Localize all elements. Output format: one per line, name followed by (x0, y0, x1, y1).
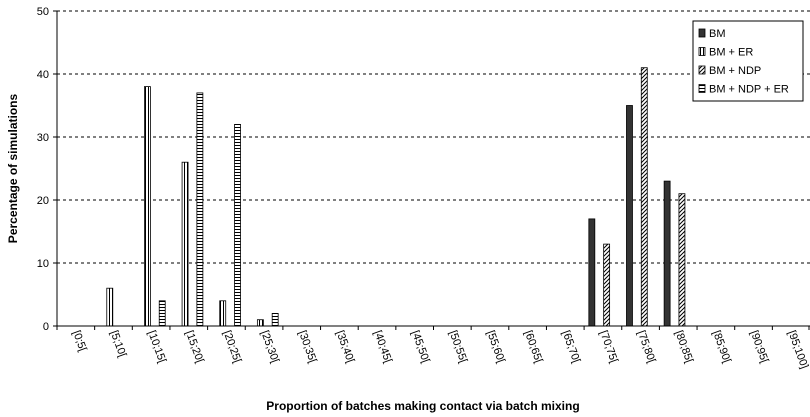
bar-bm-16 (626, 105, 633, 327)
bar-bm-er-5 (219, 300, 227, 327)
gridlines (53, 10, 810, 327)
x-tick-label: [40;45[ (371, 329, 394, 365)
x-tick-label: [35;40[ (334, 329, 357, 365)
bar-bm-ndp-15 (603, 243, 611, 327)
legend-swatch-bm-er (698, 47, 706, 56)
x-tick-label: [0;5[ (70, 329, 89, 353)
x-tick-label: [50;55[ (447, 329, 470, 365)
x-tick-label: [85;90[ (710, 329, 733, 365)
bar-bm-15 (588, 218, 596, 327)
bar-bm-ndp-17 (678, 193, 686, 327)
legend-swatch-bm (698, 28, 706, 38)
x-tick-label: [20;25[ (221, 329, 244, 365)
y-tick-label: 50 (37, 6, 49, 18)
bars (106, 67, 686, 327)
legend-swatch-bm-ndp-er (698, 84, 706, 93)
legend-label-bm-ndp-er: BM + NDP + ER (709, 84, 789, 96)
x-tick-label: [90;95[ (748, 329, 771, 365)
bar-bm-17 (663, 180, 671, 327)
x-tick-label: [80;85[ (672, 329, 695, 365)
bar-bm-er-2 (106, 287, 114, 327)
bar-bm-ndp-er-5 (234, 124, 241, 327)
y-tick-label: 10 (37, 258, 49, 270)
y-tick-labels: 0 10 20 30 40 50 (37, 6, 49, 333)
bar-bm-er-3 (144, 86, 151, 327)
y-tick-label: 20 (37, 195, 49, 207)
x-tick-label: [45;50[ (409, 329, 432, 365)
x-tick-label: [70;75[ (597, 329, 620, 365)
x-tick-label: [65;70[ (559, 329, 582, 365)
y-tick-label: 40 (37, 69, 49, 81)
x-tick-label: [30;35[ (296, 329, 319, 365)
x-tick-label: [55;60[ (484, 329, 507, 365)
legend-swatch-bm-ndp (698, 65, 706, 75)
y-tick-label: 30 (37, 132, 49, 144)
bar-bm-er-6 (256, 319, 264, 327)
x-tick-label: [95;100] (785, 329, 810, 370)
legend-box (692, 20, 804, 102)
x-tick-label: [60;65[ (522, 329, 545, 365)
bar-bm-ndp-16 (640, 67, 648, 327)
bar-bm-ndp-er-3 (158, 300, 166, 327)
bar-bm-ndp-er-4 (196, 92, 204, 327)
legend-label-bm-er: BM + ER (709, 47, 753, 59)
legend-label-bm-ndp: BM + NDP (709, 65, 761, 77)
x-tick-label: [25;30[ (258, 329, 281, 365)
x-tick-label: [10;15[ (145, 329, 168, 365)
legend: BM BM + ER BM + NDP BM + NDP + ER (692, 20, 804, 102)
x-tick-label: [5;10[ (108, 329, 129, 359)
y-axis-title: Percentage of simulations (6, 93, 20, 243)
legend-label-bm: BM (709, 28, 726, 40)
x-axis-title: Proportion of batches making contact via… (266, 399, 579, 413)
x-tick-labels: [0;5[ [5;10[ [10;15[ [15;20[ [20;25[ [25;30[ [… (56, 326, 810, 370)
bar-bm-er-4 (181, 161, 189, 327)
y-tick-label: 0 (43, 321, 49, 333)
x-tick-label: [15;20[ (183, 329, 206, 365)
x-tick-label: [75;80[ (635, 329, 658, 365)
bar-bm-ndp-er-6 (271, 312, 279, 327)
